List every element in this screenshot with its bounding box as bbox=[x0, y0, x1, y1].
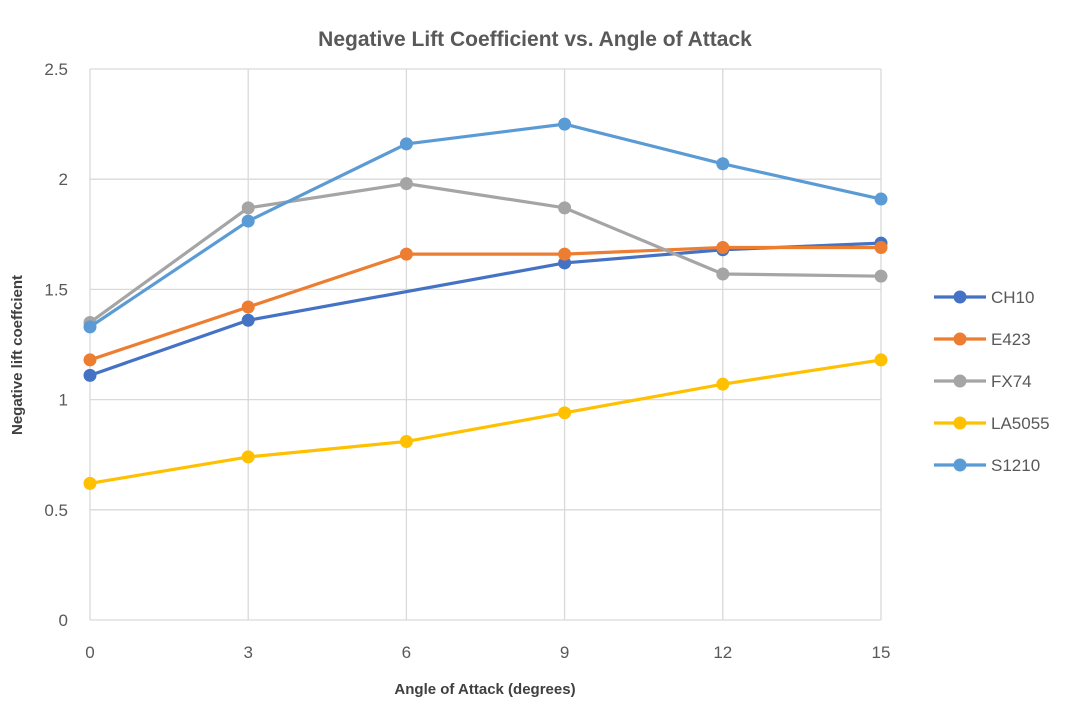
y-tick-label: 2.5 bbox=[44, 60, 68, 79]
legend-swatch-marker bbox=[953, 416, 967, 430]
data-point bbox=[83, 320, 97, 334]
data-point bbox=[558, 117, 572, 131]
legend-swatch-marker bbox=[953, 374, 967, 388]
series-ch10 bbox=[83, 236, 888, 382]
legend-label: FX74 bbox=[991, 372, 1032, 391]
x-tick-label: 6 bbox=[402, 643, 411, 662]
y-tick-label: 1 bbox=[59, 391, 68, 410]
data-point bbox=[874, 192, 888, 206]
data-point bbox=[83, 368, 97, 382]
legend-item-s1210: S1210 bbox=[934, 456, 1040, 475]
y-tick-label: 0 bbox=[59, 611, 68, 630]
x-axis-label: Angle of Attack (degrees) bbox=[394, 681, 575, 698]
legend-swatch-marker bbox=[953, 458, 967, 472]
x-tick-label: 0 bbox=[85, 643, 94, 662]
data-point bbox=[399, 434, 413, 448]
series-line bbox=[89, 358, 882, 485]
series-la5055 bbox=[83, 353, 888, 490]
x-tick-label: 9 bbox=[560, 643, 569, 662]
data-point bbox=[716, 157, 730, 171]
series-line bbox=[89, 182, 882, 324]
data-point bbox=[83, 353, 97, 367]
data-point bbox=[399, 177, 413, 191]
data-point bbox=[241, 201, 255, 215]
legend-item-la5055: LA5055 bbox=[934, 414, 1050, 433]
data-point bbox=[558, 406, 572, 420]
data-point bbox=[399, 247, 413, 261]
x-tick-label: 15 bbox=[872, 643, 891, 662]
data-point bbox=[716, 377, 730, 391]
data-point bbox=[874, 269, 888, 283]
x-tick-label: 3 bbox=[243, 643, 252, 662]
data-point bbox=[399, 137, 413, 151]
y-axis-label: Negative lift coeffcient bbox=[9, 275, 26, 435]
series-lines bbox=[83, 117, 888, 490]
series-line bbox=[89, 241, 882, 377]
legend-item-ch10: CH10 bbox=[934, 288, 1034, 307]
legend-item-fx74: FX74 bbox=[934, 372, 1032, 391]
y-tick-label: 0.5 bbox=[44, 501, 68, 520]
legend-label: CH10 bbox=[991, 288, 1034, 307]
data-point bbox=[874, 241, 888, 255]
data-point bbox=[241, 214, 255, 228]
data-point bbox=[716, 241, 730, 255]
legend-swatch-marker bbox=[953, 332, 967, 346]
x-tick-label: 12 bbox=[713, 643, 732, 662]
series-s1210 bbox=[83, 117, 888, 334]
y-tick-label: 1.5 bbox=[44, 280, 68, 299]
series-line bbox=[89, 245, 881, 362]
series-line bbox=[89, 122, 882, 329]
tick-labels: 0 0.5 1 1.5 2 2.5 0 3 6 9 12 15 bbox=[44, 60, 890, 662]
data-point bbox=[241, 313, 255, 327]
series-e423 bbox=[83, 241, 888, 367]
data-point bbox=[874, 353, 888, 367]
chart-title: Negative Lift Coefficient vs. Angle of A… bbox=[318, 28, 752, 51]
data-point bbox=[716, 267, 730, 281]
legend-swatch-marker bbox=[953, 290, 967, 304]
data-point bbox=[558, 247, 572, 261]
y-tick-label: 2 bbox=[59, 170, 68, 189]
legend-label: E423 bbox=[991, 330, 1031, 349]
gridlines bbox=[89, 68, 882, 621]
legend-label: S1210 bbox=[991, 456, 1040, 475]
legend: CH10 E423 FX74 LA5055 S1210 bbox=[934, 288, 1050, 475]
legend-label: LA5055 bbox=[991, 414, 1050, 433]
data-point bbox=[558, 201, 572, 215]
legend-item-e423: E423 bbox=[934, 330, 1031, 349]
data-point bbox=[241, 450, 255, 464]
data-point bbox=[83, 476, 97, 490]
data-point bbox=[241, 300, 255, 314]
